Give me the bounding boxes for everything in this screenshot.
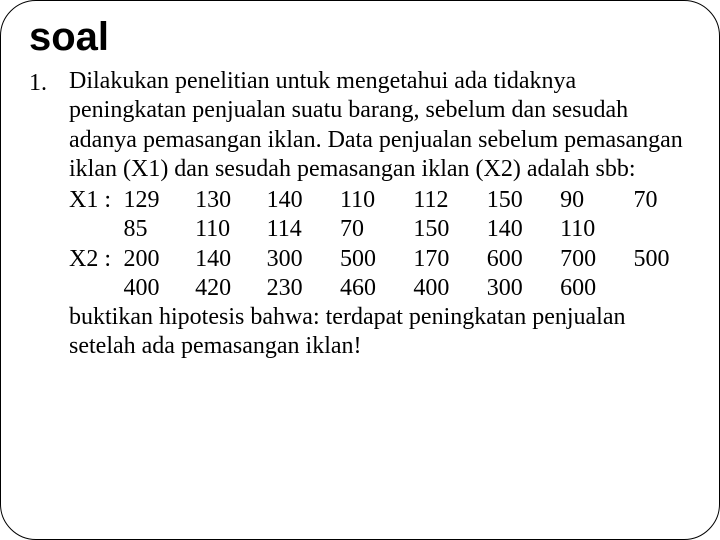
cell: 150 [487,186,560,215]
cell: 150 [413,215,486,244]
cell: 700 [560,245,633,274]
x2-row2: 400 420 230 460 400 300 600 [69,274,691,303]
cell: 70 [340,215,413,244]
x1-row1: X1 : 129 130 140 110 112 150 90 70 [69,186,691,215]
data-table: X1 : 129 130 140 110 112 150 90 70 85 11… [69,186,691,303]
blank-label [69,215,123,244]
cell [634,215,691,244]
x1-label: X1 : [69,186,123,215]
cell [634,274,691,303]
cell: 130 [195,186,267,215]
cell: 400 [413,274,486,303]
cell: 112 [413,186,486,215]
cell: 200 [123,245,195,274]
cell: 420 [195,274,267,303]
cell: 500 [340,245,413,274]
content: Dilakukan penelitian untuk mengetahui ad… [69,67,691,364]
body: 1. Dilakukan penelitian untuk mengetahui… [29,67,691,364]
conclusion-paragraph: buktikan hipotesis bahwa: terdapat penin… [69,303,691,362]
slide-title: soal [29,15,691,59]
cell: 140 [195,245,267,274]
cell: 170 [413,245,486,274]
cell: 460 [340,274,413,303]
cell: 110 [560,215,633,244]
cell: 110 [195,215,267,244]
cell: 85 [123,215,195,244]
cell: 600 [487,245,560,274]
cell: 114 [267,215,340,244]
slide-frame: soal 1. Dilakukan penelitian untuk menge… [0,0,720,540]
cell: 70 [634,186,691,215]
blank-label [69,274,123,303]
intro-paragraph: Dilakukan penelitian untuk mengetahui ad… [69,67,691,184]
cell: 90 [560,186,633,215]
cell: 600 [560,274,633,303]
cell: 140 [267,186,340,215]
x2-label: X2 : [69,245,123,274]
x2-row1: X2 : 200 140 300 500 170 600 700 500 [69,245,691,274]
cell: 300 [267,245,340,274]
x1-row2: 85 110 114 70 150 140 110 [69,215,691,244]
cell: 129 [123,186,195,215]
list-number: 1. [29,67,69,364]
cell: 230 [267,274,340,303]
cell: 500 [634,245,691,274]
cell: 140 [487,215,560,244]
cell: 400 [123,274,195,303]
cell: 110 [340,186,413,215]
cell: 300 [487,274,560,303]
